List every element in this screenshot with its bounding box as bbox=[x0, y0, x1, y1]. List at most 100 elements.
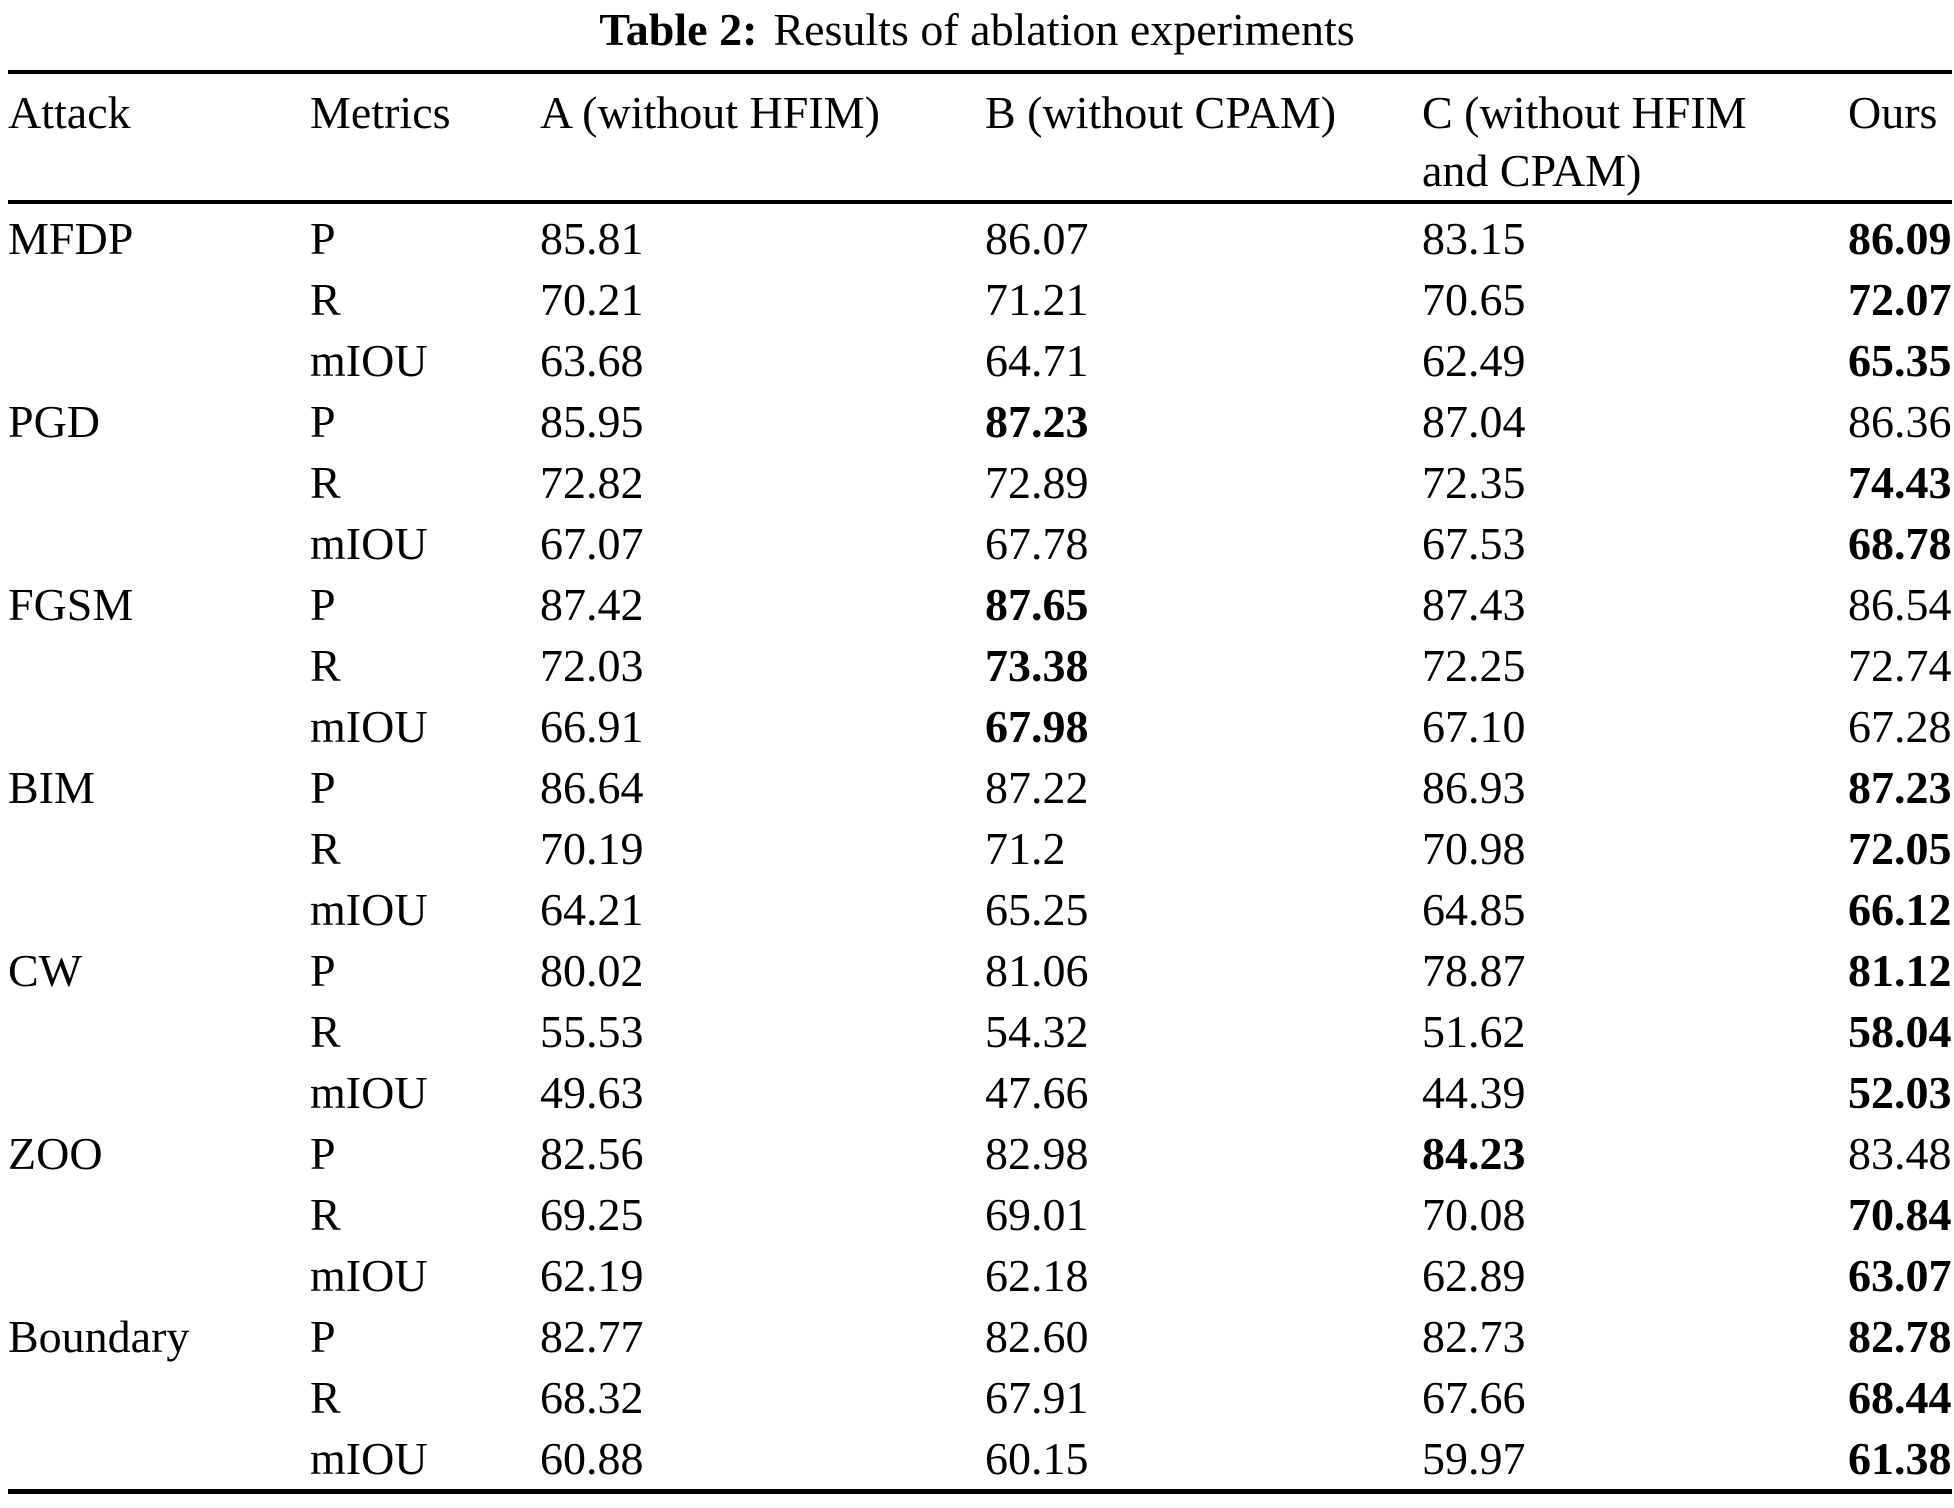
table-row: FGSM P 87.42 87.65 87.43 86.54 bbox=[8, 574, 1952, 635]
metric-cell: R bbox=[310, 1006, 341, 1057]
value-b-cell: 67.78 bbox=[985, 518, 1089, 569]
table-row: R 72.82 72.89 72.35 74.43 bbox=[8, 452, 1952, 513]
value-a-cell: 66.91 bbox=[540, 701, 644, 752]
table-row: MFDP P 85.81 86.07 83.15 86.09 bbox=[8, 202, 1952, 269]
metric-cell: R bbox=[310, 640, 341, 691]
metric-cell: mIOU bbox=[310, 518, 428, 569]
metric-cell: mIOU bbox=[310, 701, 428, 752]
attack-cell bbox=[8, 1245, 310, 1306]
value-a-cell: 72.82 bbox=[540, 457, 644, 508]
attack-cell bbox=[8, 1428, 310, 1492]
attack-cell: Boundary bbox=[8, 1311, 190, 1362]
value-c-cell: 70.08 bbox=[1422, 1189, 1526, 1240]
metric-cell: R bbox=[310, 274, 341, 325]
value-c-cell: 82.73 bbox=[1422, 1311, 1526, 1362]
table-body: MFDP P 85.81 86.07 83.15 86.09 R 70.21 7… bbox=[8, 202, 1952, 1492]
table-header: Attack Metrics A (without HFIM) B (witho… bbox=[8, 72, 1952, 204]
value-a-cell: 85.95 bbox=[540, 396, 644, 447]
table-row: Boundary P 82.77 82.60 82.73 82.78 bbox=[8, 1306, 1952, 1367]
attack-cell: PGD bbox=[8, 396, 101, 447]
attack-cell: ZOO bbox=[8, 1128, 103, 1179]
table-row: mIOU 66.91 67.98 67.10 67.28 bbox=[8, 696, 1952, 757]
metric-cell: mIOU bbox=[310, 1067, 428, 1118]
column-header-attack: Attack bbox=[8, 72, 310, 204]
value-c-cell: 78.87 bbox=[1422, 945, 1526, 996]
table-row: mIOU 60.88 60.15 59.97 61.38 bbox=[8, 1428, 1952, 1492]
attack-cell bbox=[8, 1062, 310, 1123]
value-ours-cell: 65.35 bbox=[1848, 335, 1952, 386]
metric-cell: P bbox=[310, 945, 336, 996]
attack-cell bbox=[8, 635, 310, 696]
value-c-cell: 67.66 bbox=[1422, 1372, 1526, 1423]
value-b-cell: 81.06 bbox=[985, 945, 1089, 996]
value-ours-cell: 72.05 bbox=[1848, 823, 1952, 874]
value-a-cell: 70.19 bbox=[540, 823, 644, 874]
column-header-a: A (without HFIM) bbox=[540, 72, 985, 204]
table-row: mIOU 63.68 64.71 62.49 65.35 bbox=[8, 330, 1952, 391]
value-b-cell: 67.98 bbox=[985, 701, 1089, 752]
metric-cell: mIOU bbox=[310, 1433, 428, 1484]
table-row: R 55.53 54.32 51.62 58.04 bbox=[8, 1001, 1952, 1062]
value-b-cell: 73.38 bbox=[985, 640, 1089, 691]
value-a-cell: 68.32 bbox=[540, 1372, 644, 1423]
value-ours-cell: 86.54 bbox=[1848, 579, 1952, 630]
value-a-cell: 60.88 bbox=[540, 1433, 644, 1484]
table-row: R 70.19 71.2 70.98 72.05 bbox=[8, 818, 1952, 879]
metric-cell: R bbox=[310, 1372, 341, 1423]
attack-cell bbox=[8, 452, 310, 513]
value-b-cell: 54.32 bbox=[985, 1006, 1089, 1057]
value-c-cell: 62.49 bbox=[1422, 335, 1526, 386]
table-row: PGD P 85.95 87.23 87.04 86.36 bbox=[8, 391, 1952, 452]
metric-cell: P bbox=[310, 579, 336, 630]
value-a-cell: 82.56 bbox=[540, 1128, 644, 1179]
attack-cell bbox=[8, 269, 310, 330]
value-c-cell: 62.89 bbox=[1422, 1250, 1526, 1301]
value-b-cell: 71.2 bbox=[985, 823, 1066, 874]
value-c-cell: 86.93 bbox=[1422, 762, 1526, 813]
table-row: CW P 80.02 81.06 78.87 81.12 bbox=[8, 940, 1952, 1001]
metric-cell: P bbox=[310, 396, 336, 447]
ablation-results-table: Attack Metrics A (without HFIM) B (witho… bbox=[8, 70, 1952, 1494]
column-header-b: B (without CPAM) bbox=[985, 72, 1422, 204]
metric-cell: mIOU bbox=[310, 884, 428, 935]
value-c-cell: 51.62 bbox=[1422, 1006, 1526, 1057]
attack-cell bbox=[8, 330, 310, 391]
attack-cell bbox=[8, 1184, 310, 1245]
value-c-cell: 72.25 bbox=[1422, 640, 1526, 691]
value-ours-cell: 87.23 bbox=[1848, 762, 1952, 813]
attack-cell bbox=[8, 696, 310, 757]
value-b-cell: 87.23 bbox=[985, 396, 1089, 447]
value-a-cell: 55.53 bbox=[540, 1006, 644, 1057]
value-b-cell: 86.07 bbox=[985, 213, 1089, 264]
value-ours-cell: 68.78 bbox=[1848, 518, 1952, 569]
value-a-cell: 70.21 bbox=[540, 274, 644, 325]
column-header-ours: Ours bbox=[1848, 72, 1952, 204]
value-a-cell: 62.19 bbox=[540, 1250, 644, 1301]
table-row: mIOU 67.07 67.78 67.53 68.78 bbox=[8, 513, 1952, 574]
value-b-cell: 87.22 bbox=[985, 762, 1089, 813]
table-row: BIM P 86.64 87.22 86.93 87.23 bbox=[8, 757, 1952, 818]
attack-cell bbox=[8, 879, 310, 940]
metric-cell: mIOU bbox=[310, 1250, 428, 1301]
table-row: R 69.25 69.01 70.08 70.84 bbox=[8, 1184, 1952, 1245]
value-b-cell: 72.89 bbox=[985, 457, 1089, 508]
value-a-cell: 80.02 bbox=[540, 945, 644, 996]
value-c-cell: 67.53 bbox=[1422, 518, 1526, 569]
value-a-cell: 87.42 bbox=[540, 579, 644, 630]
value-c-cell: 70.98 bbox=[1422, 823, 1526, 874]
value-ours-cell: 86.36 bbox=[1848, 396, 1952, 447]
value-c-cell: 64.85 bbox=[1422, 884, 1526, 935]
value-ours-cell: 72.74 bbox=[1848, 640, 1952, 691]
column-header-c-text: C (without HFIM and CPAM) bbox=[1422, 87, 1747, 196]
attack-cell: BIM bbox=[8, 762, 95, 813]
value-c-cell: 44.39 bbox=[1422, 1067, 1526, 1118]
table-row: R 72.03 73.38 72.25 72.74 bbox=[8, 635, 1952, 696]
value-ours-cell: 83.48 bbox=[1848, 1128, 1952, 1179]
value-b-cell: 62.18 bbox=[985, 1250, 1089, 1301]
value-a-cell: 63.68 bbox=[540, 335, 644, 386]
value-a-cell: 86.64 bbox=[540, 762, 644, 813]
value-a-cell: 64.21 bbox=[540, 884, 644, 935]
header-row: Attack Metrics A (without HFIM) B (witho… bbox=[8, 72, 1952, 204]
value-c-cell: 87.43 bbox=[1422, 579, 1526, 630]
